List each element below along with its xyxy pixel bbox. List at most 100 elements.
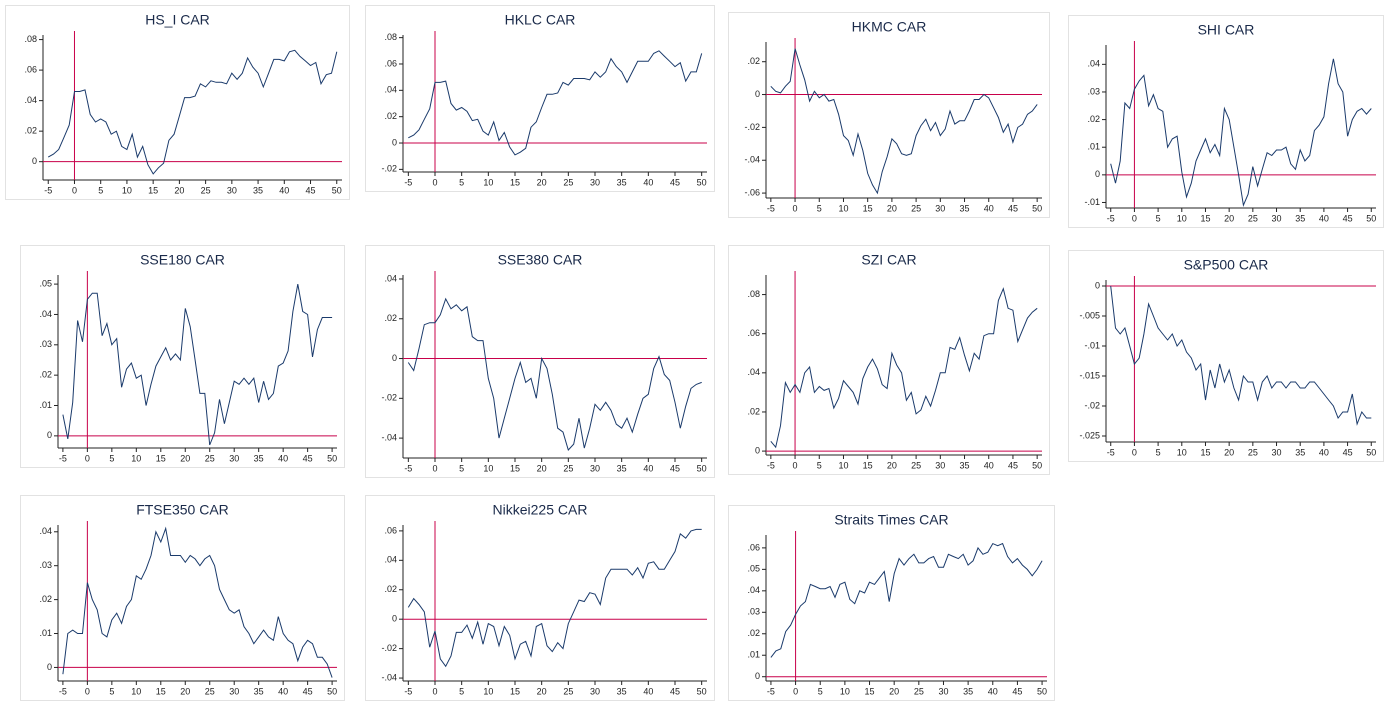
x-tick-label: 35 bbox=[253, 185, 263, 195]
x-tick-label: 20 bbox=[537, 177, 547, 187]
x-tick-label: 40 bbox=[643, 177, 653, 187]
y-tick-label: .01 bbox=[39, 628, 52, 638]
x-tick-label: 45 bbox=[1343, 213, 1353, 223]
y-tick-label: -.005 bbox=[1079, 310, 1100, 320]
x-tick-label: 40 bbox=[278, 686, 288, 696]
y-tick-label: -.06 bbox=[744, 187, 760, 197]
y-tick-label: .02 bbox=[384, 111, 397, 121]
car-line bbox=[770, 48, 1038, 195]
chart-title: SHI CAR bbox=[1198, 22, 1255, 38]
x-tick-label: 50 bbox=[1032, 460, 1042, 470]
y-tick-label: .02 bbox=[384, 313, 397, 323]
x-tick-label: 20 bbox=[537, 686, 547, 696]
x-tick-label: 5 bbox=[459, 463, 464, 473]
x-tick-label: 25 bbox=[911, 460, 921, 470]
x-tick-label: 30 bbox=[229, 453, 239, 463]
x-tick-label: 35 bbox=[617, 463, 627, 473]
panel-frame bbox=[728, 12, 1050, 218]
y-tick-label: .06 bbox=[384, 525, 397, 535]
car-line bbox=[62, 284, 333, 446]
y-tick-label: 0 bbox=[1095, 280, 1100, 290]
car-line bbox=[47, 49, 338, 175]
panel-frame bbox=[20, 245, 345, 468]
chart-title: SSE180 CAR bbox=[140, 252, 225, 268]
x-tick-label: 45 bbox=[670, 177, 680, 187]
y-tick-label: 0 bbox=[755, 445, 760, 455]
y-tick-label: .04 bbox=[39, 309, 52, 319]
x-tick-label: 10 bbox=[483, 686, 493, 696]
x-tick-label: -5 bbox=[404, 463, 412, 473]
x-tick-label: 15 bbox=[148, 185, 158, 195]
x-tick-label: 15 bbox=[863, 203, 873, 213]
y-tick-label: .06 bbox=[747, 542, 760, 552]
x-tick-label: 5 bbox=[817, 460, 822, 470]
x-tick-label: 40 bbox=[1319, 447, 1329, 457]
x-tick-label: 0 bbox=[793, 460, 798, 470]
x-tick-label: 15 bbox=[510, 177, 520, 187]
x-tick-label: -5 bbox=[767, 460, 775, 470]
x-tick-label: -5 bbox=[767, 686, 775, 696]
chart-title: S&P500 CAR bbox=[1184, 257, 1269, 273]
x-tick-label: 35 bbox=[254, 453, 264, 463]
x-tick-label: 0 bbox=[432, 463, 437, 473]
x-tick-label: -5 bbox=[767, 203, 775, 213]
y-tick-label: .04 bbox=[1087, 59, 1100, 69]
x-tick-label: 25 bbox=[205, 686, 215, 696]
x-tick-label: 25 bbox=[914, 686, 924, 696]
x-tick-label: 15 bbox=[510, 463, 520, 473]
chart-title: HS_I CAR bbox=[145, 12, 210, 28]
x-tick-label: 45 bbox=[670, 686, 680, 696]
x-tick-label: 0 bbox=[432, 177, 437, 187]
x-tick-label: 0 bbox=[1132, 213, 1137, 223]
x-tick-label: 40 bbox=[643, 686, 653, 696]
x-tick-label: 15 bbox=[156, 686, 166, 696]
y-tick-label: .08 bbox=[24, 34, 37, 44]
y-tick-label: 0 bbox=[392, 353, 397, 363]
y-tick-label: .04 bbox=[24, 95, 37, 105]
panel-frame bbox=[5, 5, 350, 200]
x-tick-label: -5 bbox=[44, 185, 52, 195]
x-tick-label: -5 bbox=[1107, 213, 1115, 223]
x-tick-label: 10 bbox=[483, 177, 493, 187]
x-tick-label: 40 bbox=[984, 460, 994, 470]
x-tick-label: 10 bbox=[1177, 447, 1187, 457]
x-tick-label: 10 bbox=[1177, 213, 1187, 223]
x-tick-label: 10 bbox=[838, 203, 848, 213]
y-tick-label: .04 bbox=[384, 555, 397, 565]
x-tick-label: 45 bbox=[1012, 686, 1022, 696]
x-tick-label: 20 bbox=[174, 185, 184, 195]
x-tick-label: 10 bbox=[840, 686, 850, 696]
y-tick-label: .03 bbox=[1087, 86, 1100, 96]
x-tick-label: 40 bbox=[984, 203, 994, 213]
y-tick-label: .01 bbox=[747, 650, 760, 660]
x-tick-label: 20 bbox=[1224, 213, 1234, 223]
chart-title: HKMC CAR bbox=[852, 19, 927, 35]
chart-title: SSE380 CAR bbox=[498, 252, 583, 268]
x-tick-label: 30 bbox=[227, 185, 237, 195]
y-tick-label: .08 bbox=[747, 289, 760, 299]
y-tick-label: .02 bbox=[39, 370, 52, 380]
y-tick-label: -.02 bbox=[744, 122, 760, 132]
y-tick-label: .04 bbox=[39, 526, 52, 536]
x-tick-label: 35 bbox=[963, 686, 973, 696]
x-tick-label: 30 bbox=[1272, 447, 1282, 457]
x-tick-label: 20 bbox=[889, 686, 899, 696]
y-tick-label: .02 bbox=[24, 126, 37, 136]
x-tick-label: 50 bbox=[327, 686, 337, 696]
x-tick-label: 20 bbox=[887, 203, 897, 213]
x-tick-label: 5 bbox=[98, 185, 103, 195]
x-tick-label: 25 bbox=[563, 686, 573, 696]
x-tick-label: 35 bbox=[1295, 447, 1305, 457]
y-tick-label: -.01 bbox=[1084, 197, 1100, 207]
chart-title: Straits Times CAR bbox=[834, 512, 948, 528]
x-tick-label: 0 bbox=[432, 686, 437, 696]
y-tick-label: 0 bbox=[47, 662, 52, 672]
x-tick-label: 10 bbox=[122, 185, 132, 195]
y-tick-label: .03 bbox=[747, 607, 760, 617]
x-tick-label: 25 bbox=[201, 185, 211, 195]
y-tick-label: .04 bbox=[747, 585, 760, 595]
y-tick-label: -.04 bbox=[744, 155, 760, 165]
y-tick-label: -.04 bbox=[381, 432, 397, 442]
x-tick-label: 25 bbox=[563, 463, 573, 473]
x-tick-label: 5 bbox=[109, 686, 114, 696]
